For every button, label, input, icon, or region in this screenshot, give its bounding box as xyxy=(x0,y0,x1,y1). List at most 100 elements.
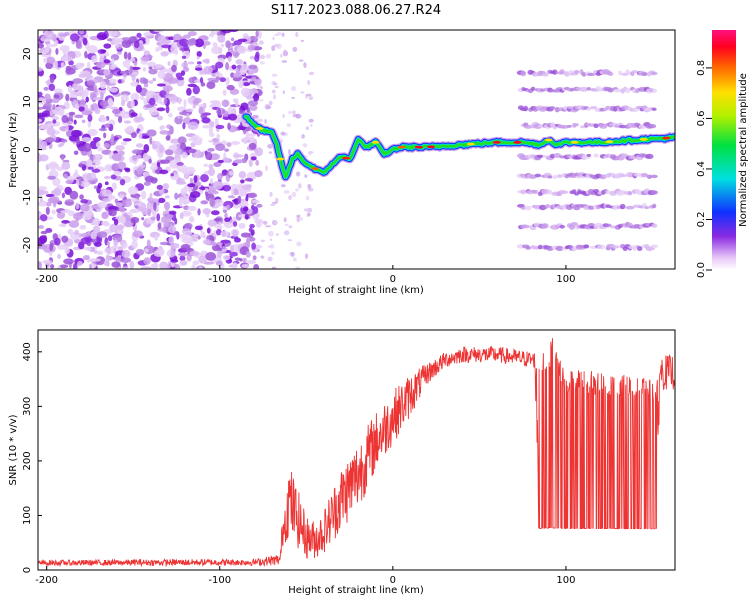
noise-blob xyxy=(60,210,69,214)
snr-y-tick-label: 200 xyxy=(22,451,33,470)
noise-blob xyxy=(181,152,188,159)
noise-blob xyxy=(97,147,104,152)
noise-blob xyxy=(265,165,268,172)
noise-blob xyxy=(216,133,221,140)
noise-blob xyxy=(169,125,174,135)
harmonic-mark xyxy=(593,153,599,158)
ridge-peak xyxy=(414,145,423,149)
noise-blob xyxy=(160,44,172,49)
noise-blob xyxy=(121,141,128,146)
noise-blob xyxy=(119,70,130,74)
noise-blob xyxy=(215,76,221,81)
noise-blob xyxy=(229,251,239,257)
noise-blob xyxy=(53,39,59,47)
colorbar-label: Normalized spectral amplitude xyxy=(738,73,749,227)
noise-blob xyxy=(232,229,239,237)
noise-blob xyxy=(181,55,187,60)
noise-blob xyxy=(160,125,166,130)
noise-blob xyxy=(245,131,250,139)
noise-blob xyxy=(153,30,165,33)
noise-blob xyxy=(187,31,197,37)
noise-blob xyxy=(38,47,49,55)
noise-blob xyxy=(53,94,60,99)
noise-blob xyxy=(52,119,57,124)
noise-blob xyxy=(46,202,52,207)
noise-blob xyxy=(103,59,111,64)
noise-blob xyxy=(153,249,165,257)
harmonic-mark xyxy=(583,244,590,249)
noise-blob xyxy=(44,137,55,143)
noise-blob xyxy=(248,159,253,167)
harmonic-mark xyxy=(651,223,658,228)
noise-blob xyxy=(79,224,87,230)
noise-blob xyxy=(255,159,260,166)
noise-blob xyxy=(150,263,157,269)
noise-blob xyxy=(167,61,171,66)
harmonic-mark xyxy=(524,205,532,211)
noise-blob xyxy=(271,45,276,52)
noise-blob xyxy=(246,96,254,100)
noise-blob xyxy=(81,137,92,143)
noise-blob xyxy=(164,195,170,199)
noise-blob xyxy=(74,114,84,119)
harmonic-mark xyxy=(547,189,553,195)
harmonic-mark xyxy=(544,204,551,209)
noise-blob xyxy=(125,111,130,115)
noise-blob xyxy=(308,96,314,100)
noise-blob xyxy=(225,76,230,86)
harmonic-mark xyxy=(555,245,564,252)
noise-blob xyxy=(131,73,136,82)
noise-blob xyxy=(238,80,244,89)
noise-blob xyxy=(229,244,234,253)
noise-blob xyxy=(175,263,181,269)
noise-blob xyxy=(38,186,48,191)
noise-blob xyxy=(182,169,188,175)
noise-blob xyxy=(256,203,263,208)
spectrogram-x-tick-label: 0 xyxy=(390,274,396,285)
noise-blob xyxy=(183,44,189,51)
noise-blob xyxy=(110,174,117,180)
noise-blob xyxy=(227,122,231,131)
noise-blob xyxy=(49,264,55,269)
noise-blob xyxy=(300,91,305,94)
noise-blob xyxy=(271,89,276,94)
noise-blob xyxy=(271,251,275,256)
noise-blob xyxy=(282,90,285,95)
noise-blob xyxy=(245,195,249,202)
noise-blob xyxy=(204,58,210,64)
noise-blob xyxy=(150,165,158,171)
noise-blob xyxy=(146,61,157,67)
noise-blob xyxy=(87,114,93,122)
harmonic-mark xyxy=(520,70,527,77)
noise-blob xyxy=(107,235,113,242)
noise-blob xyxy=(251,242,257,250)
noise-blob xyxy=(142,67,147,72)
noise-blob xyxy=(226,204,230,209)
noise-blob xyxy=(241,263,250,268)
noise-blob xyxy=(273,220,278,225)
harmonic-mark xyxy=(619,203,626,210)
noise-blob xyxy=(78,105,85,112)
noise-blob xyxy=(78,163,84,168)
noise-blob xyxy=(308,152,312,156)
noise-blob xyxy=(90,231,98,240)
noise-blob xyxy=(73,263,78,269)
noise-blob xyxy=(286,123,292,128)
noise-blob xyxy=(307,212,311,217)
noise-blob xyxy=(281,32,285,38)
noise-blob xyxy=(142,171,150,177)
noise-blob xyxy=(280,184,286,188)
noise-blob xyxy=(94,241,102,247)
noise-blob xyxy=(49,242,54,252)
noise-blob xyxy=(87,247,92,252)
noise-blob xyxy=(186,113,190,118)
noise-blob xyxy=(45,227,53,233)
noise-blob xyxy=(192,85,200,95)
noise-blob xyxy=(262,220,268,225)
noise-blob xyxy=(213,217,222,222)
noise-blob xyxy=(51,115,60,121)
noise-blob xyxy=(93,249,98,254)
noise-blob xyxy=(228,113,238,121)
noise-blob xyxy=(121,242,128,249)
noise-blob xyxy=(150,216,156,221)
